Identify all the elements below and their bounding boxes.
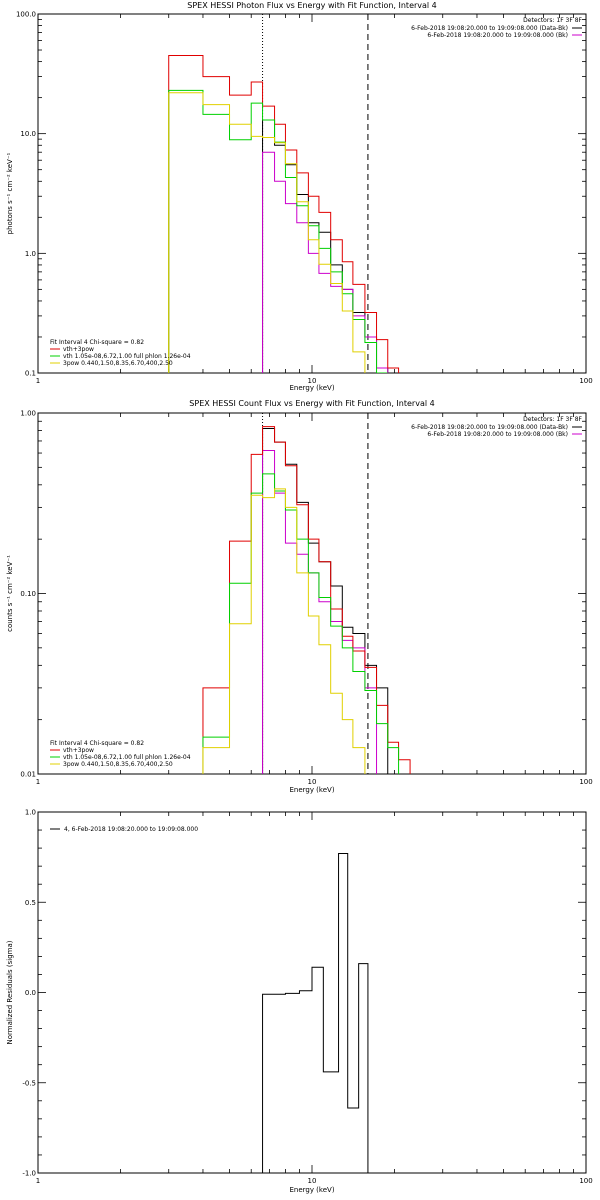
panel1-legend-bl-label: vth+3pow (63, 346, 94, 353)
panel1-x-tick-label: 1 (36, 377, 40, 385)
panel1-series-vth (168, 89, 388, 373)
panel1-x-tick-label: 10 (308, 377, 317, 385)
panel2-legend-bl-label: vth 1.05e-08,6.72,1.00 full phlon 1.26e-… (63, 754, 191, 761)
panel1-x-tick-label: 100 (579, 377, 592, 385)
panel1-series-3pow (168, 92, 366, 373)
panel2-y-axis-label: counts s⁻¹ cm⁻² keV⁻¹ (6, 555, 14, 632)
panel2-series-vth (202, 473, 400, 774)
panel1-legend-fit-header: Fit Interval 4 Chi-square = 0.82 (50, 339, 144, 346)
panel2-series-bk (262, 449, 378, 774)
panel1-y-tick-label: 100.0 (16, 11, 36, 19)
panel2-y-tick-label: 1.00 (20, 410, 36, 418)
panel2-title: SPEX HESSI Count Flux vs Energy with Fit… (189, 399, 434, 408)
panel2-y-tick-label: 0.10 (20, 590, 36, 598)
panel3-x-tick-label: 100 (579, 1177, 592, 1185)
panel3-axes-frame (37, 811, 587, 1174)
panel1-y-tick-label: 10.0 (20, 130, 36, 138)
panel1-legend-tr-label: 6-Feb-2018 19:08:20.000 to 19:09:08.000 … (427, 32, 568, 39)
panel3-y-tick-label: -1.0 (22, 1170, 36, 1178)
panel2-series-3pow (202, 488, 366, 774)
panel3-y-tick-label: 1.0 (25, 809, 36, 817)
panel1-legend-tr-label: 6-Feb-2018 19:08:20.000 to 19:09:08.000 … (411, 25, 568, 32)
panel3-y-axis-label: Normalized Residuals (sigma) (6, 940, 14, 1044)
panel3-y-tick-label: -0.5 (22, 1079, 36, 1087)
panel3-series-4-6-feb-2018-19-08-20-000-to-19-09-08-000 (262, 853, 369, 1173)
panel1-series-bk (262, 151, 389, 373)
panel1-y-tick-label: 0.1 (25, 370, 36, 378)
panel2-y-tick-label: 0.01 (20, 771, 36, 779)
panel1-series-vth-3pow (168, 54, 400, 373)
panel3-x-axis-label: Energy (keV) (289, 1186, 334, 1194)
panel2-legend-fit-header: Fit Interval 4 Chi-square = 0.82 (50, 740, 144, 747)
panel2-legend-tr-label: 6-Feb-2018 19:08:20.000 to 19:09:08.000 … (411, 424, 568, 431)
panel1-title: SPEX HESSI Photon Flux vs Energy with Fi… (187, 1, 437, 10)
panel3-x-tick-label: 10 (308, 1177, 317, 1185)
panel2-legend-bl-label: 3pow 0.440,1.50,8.35,6.70,400,2.50 (63, 761, 173, 768)
panel2-series-vth-3pow (202, 426, 411, 774)
panel3-legend-tl-label: 4, 6-Feb-2018 19:08:20.000 to 19:09:08.0… (64, 826, 198, 833)
panel2-x-tick-label: 1 (36, 778, 40, 786)
panel1-x-axis-label: Energy (keV) (289, 384, 334, 392)
panel1-legend-detectors: Detectors: 1F 3F 8F (523, 17, 582, 24)
panel1-legend-bl-label: 3pow 0.440,1.50,8.35,6.70,400,2.50 (63, 360, 173, 367)
panel2-x-tick-label: 100 (579, 778, 592, 786)
panel1-y-axis-label: photons s⁻¹ cm⁻² keV⁻¹ (6, 152, 14, 234)
panel2-legend-tr-label: 6-Feb-2018 19:08:20.000 to 19:09:08.000 … (427, 431, 568, 438)
panel1-axes-frame (37, 13, 587, 374)
panel3-x-tick-label: 1 (36, 1177, 40, 1185)
panel1-series-data-bk (262, 119, 389, 373)
panel3-y-tick-label: 0.5 (25, 899, 36, 907)
panel1-legend-bl-label: vth 1.05e-08,6.72,1.00 full phlon 1.26e-… (63, 353, 191, 360)
panel3-y-tick-label: 0.0 (25, 989, 36, 997)
panel2-axes-frame (37, 412, 587, 775)
panel2-legend-bl-label: vth+3pow (63, 747, 94, 754)
panel1-y-tick-label: 1.0 (25, 250, 36, 258)
panel2-x-tick-label: 10 (308, 778, 317, 786)
panel2-legend-detectors: Detectors: 1F 3F 8F (523, 416, 582, 423)
panel2-x-axis-label: Energy (keV) (289, 786, 334, 794)
